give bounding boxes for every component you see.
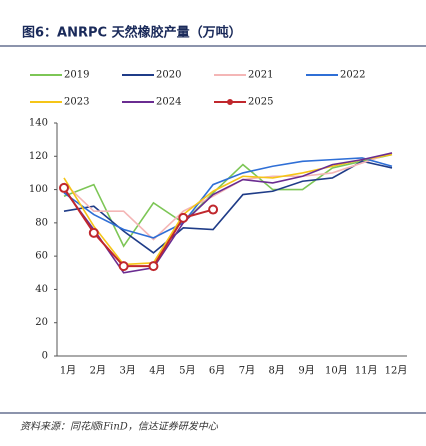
point: [118, 261, 129, 272]
series-line: [63, 160, 393, 254]
legend-label: 2022: [340, 70, 365, 81]
series-line: [63, 157, 393, 239]
source: 资料来源：同花顺iFinD，信达证券研发中心: [20, 421, 219, 433]
y-tick-label: 20: [35, 317, 48, 328]
x-tick-label: 1月: [60, 365, 76, 377]
x-tick-label: 9月: [298, 365, 314, 377]
x-tick-label: 5月: [179, 365, 195, 377]
legend-label: 2019: [64, 70, 89, 81]
y-tick-label: 40: [35, 284, 48, 295]
x-tick-label: 7月: [239, 365, 255, 377]
legend-label: 2023: [64, 97, 89, 108]
point: [178, 212, 189, 223]
point: [88, 227, 99, 238]
x-tick-label: 4月: [149, 365, 165, 377]
y-tick-label: 0: [42, 351, 48, 362]
series-line: [63, 153, 393, 248]
x-tick-label: 6月: [209, 365, 225, 377]
x-tick-label: 8月: [269, 365, 285, 377]
legend-label: 2025: [248, 97, 273, 108]
legend-label: 2020: [156, 70, 181, 81]
series-line: [63, 153, 393, 266]
point: [148, 261, 159, 272]
x-tick-label: 3月: [119, 365, 135, 377]
y-tick-label: 100: [29, 184, 48, 195]
legend-marker: [227, 99, 233, 105]
chart-title: 图6：ANRPC 天然橡胶产量（万吨）: [22, 25, 242, 41]
x-tick-label: 10月: [325, 365, 348, 377]
x-tick-label: 11月: [355, 365, 378, 377]
point: [208, 204, 219, 215]
legend-label: 2024: [156, 97, 181, 108]
x-tick-label: 12月: [385, 365, 408, 377]
point: [59, 182, 69, 193]
y-tick-label: 60: [35, 251, 48, 262]
series-line: [63, 152, 393, 274]
y-tick-label: 80: [35, 217, 48, 228]
series-line: [63, 187, 214, 268]
y-tick-label: 120: [29, 151, 48, 162]
legend-label: 2021: [248, 70, 273, 81]
y-tick-label: 140: [29, 118, 48, 129]
x-tick-label: 2月: [90, 365, 106, 377]
